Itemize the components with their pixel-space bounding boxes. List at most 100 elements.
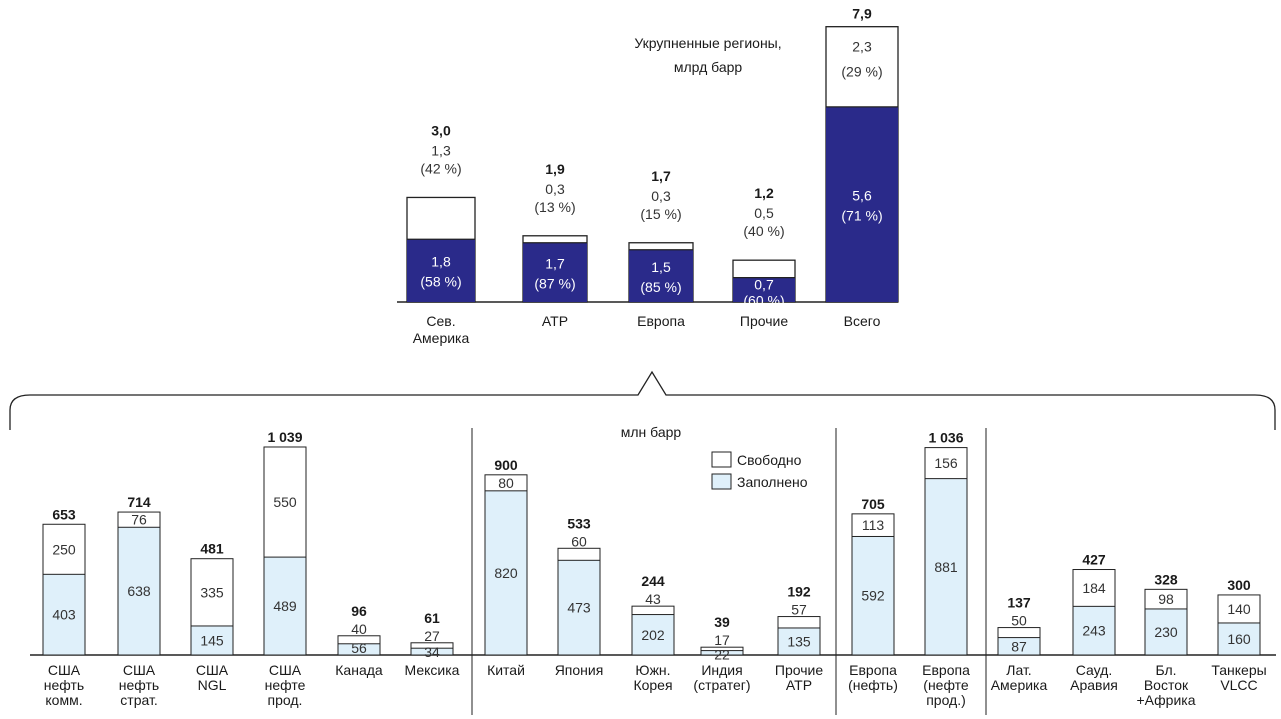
legend-label-filled: Заполнено bbox=[737, 474, 808, 490]
filled-segment bbox=[484, 490, 528, 656]
total-label: 61 bbox=[424, 610, 440, 626]
legend-label-free: Свободно bbox=[737, 452, 802, 468]
free-share-label: (13 %) bbox=[534, 199, 575, 215]
filled-segment bbox=[1144, 608, 1188, 656]
free-share-label: (40 %) bbox=[743, 223, 784, 239]
filled-segment bbox=[733, 277, 795, 302]
total-label: 1,2 bbox=[754, 185, 774, 201]
free-value-label: 43 bbox=[645, 591, 661, 607]
category-label: Восток bbox=[1144, 677, 1189, 693]
category-label: Танкеры bbox=[1211, 662, 1266, 678]
category-label: Китай bbox=[487, 662, 525, 678]
filled-value-label: 160 bbox=[1227, 631, 1251, 647]
category-label: Индия bbox=[701, 662, 742, 678]
filled-segment bbox=[117, 526, 161, 656]
filled-segment bbox=[826, 106, 898, 302]
filled-segment bbox=[263, 556, 307, 656]
filled-value-label: 1,8 bbox=[431, 254, 451, 270]
filled-segment bbox=[407, 239, 475, 302]
filled-value-label: 403 bbox=[52, 607, 76, 623]
free-value-label: 113 bbox=[862, 517, 885, 533]
regions-chart: Укрупненные регионы, млрд барр 3,0 1,3 (42 … bbox=[397, 6, 899, 346]
free-share-label: (42 %) bbox=[420, 160, 461, 176]
category-label: NGL bbox=[198, 677, 227, 693]
category-label: Сауд. bbox=[1076, 662, 1113, 678]
filled-share-label: (85 %) bbox=[640, 279, 681, 295]
filled-segment bbox=[1217, 622, 1261, 656]
free-value-label: 27 bbox=[424, 628, 440, 644]
regions-chart-title: Укрупненные регионы, млрд барр bbox=[634, 35, 781, 75]
category-label: нефть bbox=[44, 677, 84, 693]
filled-value-label: 1,5 bbox=[651, 259, 671, 275]
total-label: 1,7 bbox=[651, 168, 671, 184]
filled-share-label: (58 %) bbox=[420, 274, 461, 290]
filled-segment bbox=[42, 573, 86, 656]
filled-value-label: 56 bbox=[351, 640, 367, 656]
free-value-label: 550 bbox=[273, 494, 297, 510]
category-label: прод.) bbox=[926, 692, 966, 708]
filled-segment bbox=[190, 625, 234, 656]
category-label: США bbox=[269, 662, 302, 678]
total-label: 3,0 bbox=[431, 122, 451, 138]
filled-value-label: 230 bbox=[1154, 624, 1178, 640]
category-label: VLCC bbox=[1220, 677, 1257, 693]
category-label: Мексика bbox=[405, 662, 460, 678]
category-label: Лат. bbox=[1006, 662, 1031, 678]
category-label: Америка bbox=[413, 330, 470, 346]
legend-swatch-free bbox=[711, 451, 732, 468]
filled-value-label: 820 bbox=[494, 565, 518, 581]
regions-chart-title-line: Укрупненные регионы, bbox=[634, 35, 781, 51]
category-label: комм. bbox=[45, 692, 82, 708]
legend: Свободно Заполнено bbox=[711, 451, 808, 490]
total-label: 705 bbox=[861, 496, 885, 512]
category-label: Всего bbox=[844, 313, 881, 329]
total-label: 328 bbox=[1154, 571, 1178, 587]
total-label: 244 bbox=[641, 573, 665, 589]
filled-segment bbox=[629, 249, 693, 302]
filled-segment bbox=[557, 559, 601, 656]
category-label: (нефте bbox=[923, 677, 969, 693]
filled-value-label: 145 bbox=[200, 632, 224, 648]
filled-segment bbox=[997, 637, 1041, 656]
filled-value-label: 34 bbox=[424, 644, 440, 660]
filled-share-label: (87 %) bbox=[534, 275, 575, 291]
total-label: 533 bbox=[567, 515, 591, 531]
category-label: Америка bbox=[991, 677, 1048, 693]
free-value-label: 184 bbox=[1082, 580, 1106, 596]
category-label: Бл. bbox=[1155, 662, 1176, 678]
category-label: США bbox=[48, 662, 81, 678]
category-label: Южн. bbox=[635, 662, 670, 678]
filled-value-label: 0,7 bbox=[754, 277, 774, 293]
free-value-label: 1,3 bbox=[431, 142, 451, 158]
filled-segment bbox=[1072, 605, 1116, 656]
filled-segment bbox=[410, 647, 454, 656]
category-label: Сев. bbox=[426, 313, 455, 329]
category-label: (стратег) bbox=[693, 677, 750, 693]
filled-value-label: 243 bbox=[1082, 623, 1106, 639]
free-value-label: 0,5 bbox=[754, 205, 774, 221]
total-label: 481 bbox=[200, 541, 224, 557]
free-value-label: 140 bbox=[1227, 601, 1251, 617]
total-label: 137 bbox=[1007, 595, 1031, 611]
free-share-label: (29 %) bbox=[841, 64, 882, 80]
total-label: 714 bbox=[127, 494, 151, 510]
total-label: 300 bbox=[1227, 577, 1251, 593]
free-value-label: 2,3 bbox=[852, 39, 872, 55]
category-label: Европа bbox=[922, 662, 970, 678]
category-label: страт. bbox=[120, 692, 157, 708]
category-label: нефте bbox=[265, 677, 306, 693]
category-label: нефть bbox=[119, 677, 159, 693]
free-value-label: 0,3 bbox=[545, 181, 565, 197]
category-label: США bbox=[196, 662, 229, 678]
free-value-label: 50 bbox=[1011, 613, 1027, 629]
category-label: (нефть) bbox=[848, 677, 898, 693]
category-label: Прочие bbox=[775, 662, 823, 678]
category-label: Канада bbox=[335, 662, 383, 678]
free-value-label: 156 bbox=[934, 455, 958, 471]
legend-swatch-filled bbox=[711, 473, 732, 490]
total-label: 192 bbox=[787, 584, 811, 600]
filled-value-label: 473 bbox=[567, 600, 591, 616]
filled-value-label: 135 bbox=[787, 633, 811, 649]
filled-share-label: (60 %) bbox=[743, 293, 784, 309]
filled-value-label: 202 bbox=[641, 627, 665, 643]
